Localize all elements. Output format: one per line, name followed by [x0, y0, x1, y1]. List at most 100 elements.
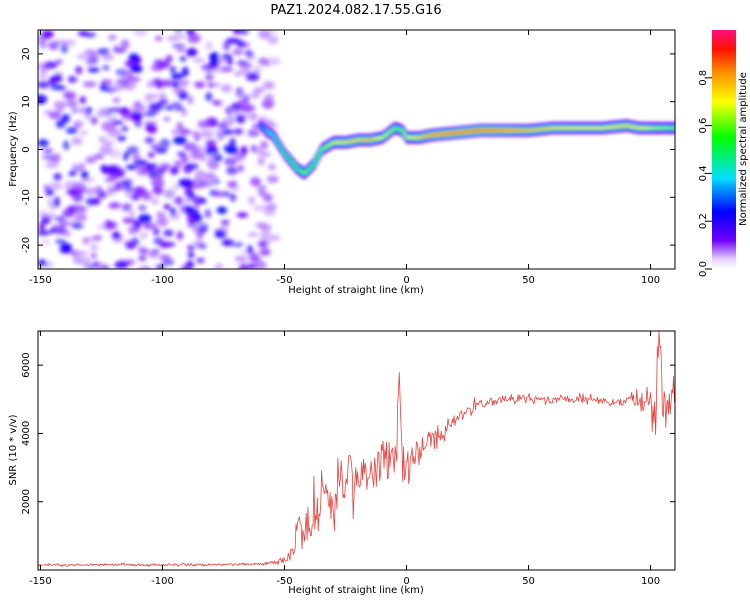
snr-panel: 2000 4000 6000 -150 -100 -50 0 50 100 Height of… [8, 330, 676, 596]
y-tick-label: -10 [21, 189, 32, 205]
spectrogram-noise-cell [266, 57, 281, 66]
spectrogram-noise-cell [52, 152, 61, 163]
spectrogram-noise-cell [229, 138, 236, 147]
spectrogram-noise-cell [173, 106, 186, 112]
y-tick-label: 0 [21, 146, 32, 152]
spectrogram-noise-cell [111, 231, 121, 239]
spectrogram-noise-cell [232, 30, 241, 35]
spectrogram-noise-cell [52, 74, 63, 83]
spectrogram-noise-cell [39, 64, 48, 75]
spectrogram-noise-cell [176, 79, 190, 86]
spectrogram-noise-cell [147, 152, 155, 158]
spectrogram-noise-cell [73, 183, 87, 192]
spectrogram-noise-cell [58, 219, 70, 228]
colorbar: 0.0 0.2 0.4 0.6 0.8 Normalized spectral ampl… [698, 30, 749, 277]
spectrogram-noise-cell [60, 113, 71, 123]
snr-series-line [38, 331, 675, 567]
x-tick-label: -100 [151, 275, 174, 286]
spectrogram-noise-cell [45, 161, 59, 169]
spectrogram-noise-cell [43, 184, 51, 192]
spectrogram-noise-cell [76, 53, 90, 61]
spectrogram-noise-cell [107, 34, 118, 41]
spectrogram-ridge-cell [308, 166, 312, 169]
spectrogram-noise-cell [93, 235, 103, 241]
spectrogram-noise-cell [142, 222, 157, 230]
spectrogram-noise-cell [112, 97, 121, 103]
spectrogram-noise-cell [179, 56, 187, 62]
spectrogram-ridge-cell [300, 170, 304, 173]
spectrogram-ridge-cell [307, 168, 311, 170]
spectrogram-noise-cell [64, 229, 71, 237]
spectrogram-noise-cell [231, 102, 242, 111]
spectrogram-noise-cell [152, 227, 160, 236]
spectrogram-noise-cell [221, 128, 233, 135]
spectrogram-noise-cell [199, 129, 214, 139]
spectrogram-noise-cell [138, 266, 152, 269]
spectrogram-ridge-cell [319, 150, 323, 153]
spectrogram-noise-cell [135, 104, 147, 112]
spectrogram-noise-cell [107, 130, 119, 138]
spectrogram-noise-cell [185, 162, 199, 171]
spectrogram-noise-cell [138, 248, 151, 256]
spectrogram-noise-cell [214, 264, 224, 269]
y-tick-label: 20 [21, 48, 32, 61]
spectrogram-ridge-cell [401, 130, 405, 132]
spectrogram-noise-cell [247, 232, 259, 238]
spectrogram-ridge-cell [269, 132, 273, 135]
spectrogram-noise-cell [232, 128, 244, 135]
spectrogram-noise-cell [41, 155, 56, 160]
spectrogram-noise-cell [236, 40, 246, 48]
spectrogram-ridge-cell [673, 127, 675, 129]
spectrogram-ridge-cell [404, 134, 408, 137]
spectrogram-noise-cell [91, 261, 100, 267]
spectrogram-noise-cell [248, 195, 256, 205]
x-tick-label: 50 [522, 576, 535, 587]
y-tick-label: 2000 [21, 489, 32, 514]
spectrogram-ridge-cell [285, 155, 289, 158]
spectrogram-noise-cell [60, 242, 72, 253]
spectrogram-noise-cell [164, 190, 173, 198]
spectrogram-noise-cell [258, 241, 268, 248]
spectrogram-ridge-cell [259, 124, 263, 127]
spectrogram-noise-cell [53, 172, 62, 182]
spectrogram-noise-cell [101, 121, 114, 132]
colorbar-tick-label: 0.4 [698, 165, 709, 181]
spectrogram-noise-cell [150, 196, 159, 206]
spectrogram-noise-cell [102, 53, 114, 61]
spectrogram-noise-cell [71, 163, 79, 169]
spectrogram-noise-cell [120, 70, 130, 78]
spectrogram-ridge-cell [267, 131, 271, 134]
x-tick-label: -100 [151, 576, 174, 587]
spectrogram-noise-cell [234, 71, 242, 77]
x-tick-label: 50 [522, 275, 535, 286]
spectrogram-noise-cell [60, 43, 69, 54]
spectrogram-noise-cell [67, 76, 79, 83]
spectrogram-noise-cell [205, 145, 218, 156]
spectrogram-ridge-cell [278, 144, 282, 147]
spectrogram-noise-cell [222, 40, 231, 51]
spectrogram-ridge-cell [289, 160, 293, 163]
spectrogram-noise-cell [195, 170, 206, 179]
spectrogram-noise-cell [157, 254, 171, 260]
spectrogram-noise-cell [185, 47, 198, 57]
spectrogram-noise-cell [93, 153, 105, 160]
spectrogram-noise-cell [83, 187, 98, 195]
spectrogram-ridge-cell [270, 133, 274, 136]
spectrogram-ridge-cell [298, 169, 302, 172]
spectrogram-noise-cell [62, 140, 70, 151]
spectrogram-noise-cell [109, 221, 118, 230]
spectrogram-noise-cell [255, 260, 267, 269]
spectrogram-noise-cell [266, 175, 279, 183]
colorbar-tick-label: 0.2 [698, 213, 709, 229]
spectrogram-ridge-cell [314, 159, 318, 161]
spectrogram-noise-cell [125, 164, 140, 170]
spectrogram-noise-cell [192, 177, 204, 185]
spectrogram-ridge-cell [286, 157, 290, 160]
spectrogram-noise-cell [55, 59, 63, 65]
spectrogram-noise-cell [143, 110, 157, 117]
spectrogram-ridge-cell [262, 126, 266, 129]
spectrogram-ridge-cell [275, 140, 279, 143]
spectrogram-noise-cell [262, 81, 275, 89]
spectrogram-noise-cell [194, 81, 206, 88]
